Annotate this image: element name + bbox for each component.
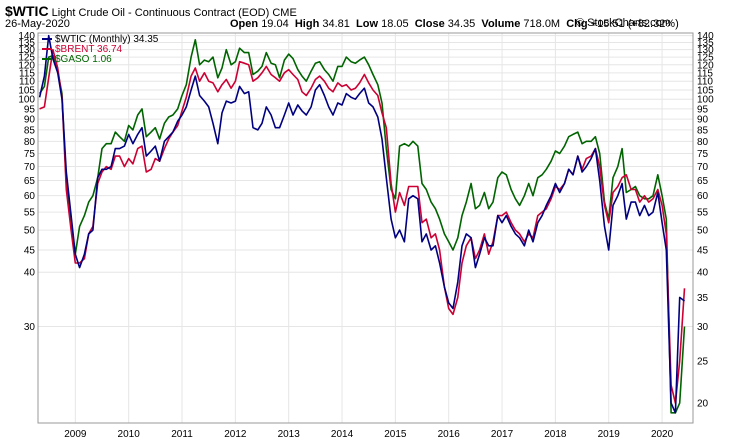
y-tick-label-left: 85 xyxy=(24,125,36,136)
exchange-label: CME xyxy=(272,7,297,19)
y-tick-label-left: 140 xyxy=(18,31,35,42)
y-tick-label-right: 45 xyxy=(697,245,709,256)
y-tick-label-right: 115 xyxy=(697,68,713,79)
y-tick-label-left: 110 xyxy=(19,77,35,88)
wtic-line xyxy=(38,34,685,414)
y-tick-label-right: 90 xyxy=(697,115,709,126)
x-tick-label: 2017 xyxy=(491,429,514,440)
y-tick-label-left: 120 xyxy=(18,60,35,71)
y-tick-label-right: 105 xyxy=(697,85,714,96)
x-tick-label: 2012 xyxy=(224,429,247,440)
y-tick-label-right: 130 xyxy=(697,45,714,56)
chart-title: $WTIC Light Crude Oil - Continuous Contr… xyxy=(5,3,297,19)
y-tick-label-right: 125 xyxy=(697,53,714,64)
x-tick-label: 2009 xyxy=(64,429,87,440)
x-tick-label: 2014 xyxy=(331,429,354,440)
symbol-label: $WTIC xyxy=(5,3,49,19)
legend-label: $BRENT 36.74 xyxy=(55,44,123,55)
open-label: Open xyxy=(230,18,259,30)
y-tick-label-left: 80 xyxy=(24,137,36,148)
vertical-gridlines xyxy=(74,33,663,423)
x-tick-label: 2015 xyxy=(384,429,407,440)
y-tick-label-right: 85 xyxy=(697,125,709,136)
y-tick-label-left: 40 xyxy=(24,268,36,279)
y-tick-label-left: 135 xyxy=(18,38,35,49)
y-tick-label-right: 110 xyxy=(697,77,713,88)
y-tick-label-right: 30 xyxy=(697,322,709,333)
x-axis-labels: 2009 2010 2011 2012 2013 2014 2015 2016 2017 2018… xyxy=(64,429,673,440)
chg-label: Chg xyxy=(566,18,588,30)
high-label: High xyxy=(294,18,320,30)
y-tick-label-right: 55 xyxy=(697,208,709,219)
left-axis-labels: 3040455055606570758085909510010511011512… xyxy=(18,31,35,333)
y-tick-label-left: 105 xyxy=(18,85,35,96)
close-value: 34.35 xyxy=(447,18,476,30)
y-tick-label-left: 115 xyxy=(19,68,35,79)
y-tick-label-right: 65 xyxy=(697,176,709,187)
y-tick-label-left: 75 xyxy=(24,149,36,160)
legend-label: $GASO 1.06 xyxy=(55,54,112,65)
y-tick-label-right: 95 xyxy=(697,104,709,115)
brent-line xyxy=(39,48,686,404)
plot-frame xyxy=(37,32,694,424)
y-tick-label-left: 55 xyxy=(24,208,36,219)
y-tick-label-left: 45 xyxy=(24,245,36,256)
description-label: Light Crude Oil - Continuous Contract (E… xyxy=(51,7,270,19)
x-tick-label: 2011 xyxy=(171,429,193,440)
y-tick-label-left: 65 xyxy=(24,176,36,187)
gaso-line xyxy=(38,38,686,414)
legend: $WTIC (Monthly) 34.35$BRENT 36.74$GASO 1… xyxy=(42,34,159,65)
y-tick-label-right: 140 xyxy=(697,31,714,42)
y-tick-label-left: 90 xyxy=(24,115,36,126)
low-label: Low xyxy=(356,18,379,30)
y-tick-label-right: 120 xyxy=(697,60,714,71)
x-tick-label: 2020 xyxy=(651,429,674,440)
y-tick-label-left: 130 xyxy=(18,45,35,56)
y-tick-label-left: 50 xyxy=(24,226,36,237)
x-tick-label: 2010 xyxy=(118,429,141,440)
open-value: 19.04 xyxy=(261,18,289,30)
y-tick-label-right: 50 xyxy=(697,226,709,237)
horizontal-gridlines xyxy=(38,35,693,328)
y-tick-label-right: 40 xyxy=(697,268,709,279)
y-tick-label-left: 60 xyxy=(24,191,36,202)
y-tick-label-right: 100 xyxy=(697,95,714,106)
y-tick-label-right: 75 xyxy=(697,149,709,160)
y-tick-label-right: 25 xyxy=(697,356,709,367)
y-tick-label-left: 100 xyxy=(18,95,35,106)
x-tick-label: 2019 xyxy=(598,429,621,440)
copyright-label: © StockCharts.com xyxy=(576,17,671,29)
date-label: 26-May-2020 xyxy=(5,18,70,30)
legend-label: $WTIC (Monthly) 34.35 xyxy=(55,34,159,45)
y-tick-label-left: 95 xyxy=(24,104,36,115)
series-lines xyxy=(38,34,686,414)
high-value: 34.81 xyxy=(322,18,350,30)
x-tick-label: 2018 xyxy=(544,429,567,440)
x-tick-label: 2016 xyxy=(438,429,461,440)
y-tick-label-right: 35 xyxy=(697,293,709,304)
chg-value: +15.51 (+82.32%) xyxy=(590,18,679,30)
y-tick-label-right: 20 xyxy=(697,399,709,410)
x-tick-label: 2013 xyxy=(278,429,301,440)
y-tick-label-left: 125 xyxy=(18,53,35,64)
ohlc-readout: Open 19.04 High 34.81 Low 18.05 Close 34… xyxy=(230,18,679,30)
volume-label: Volume xyxy=(481,18,521,30)
y-tick-label-left: 30 xyxy=(24,322,36,333)
right-axis-labels: 2025303540455055606570758085909510010511… xyxy=(697,31,714,409)
volume-value: 718.0M xyxy=(523,18,561,30)
low-value: 18.05 xyxy=(381,18,409,30)
y-tick-label-right: 135 xyxy=(697,38,714,49)
y-tick-label-right: 60 xyxy=(697,191,709,202)
y-tick-label-right: 80 xyxy=(697,137,709,148)
y-tick-label-left: 70 xyxy=(24,162,36,173)
y-tick-label-right: 70 xyxy=(697,162,709,173)
close-label: Close xyxy=(414,18,445,30)
